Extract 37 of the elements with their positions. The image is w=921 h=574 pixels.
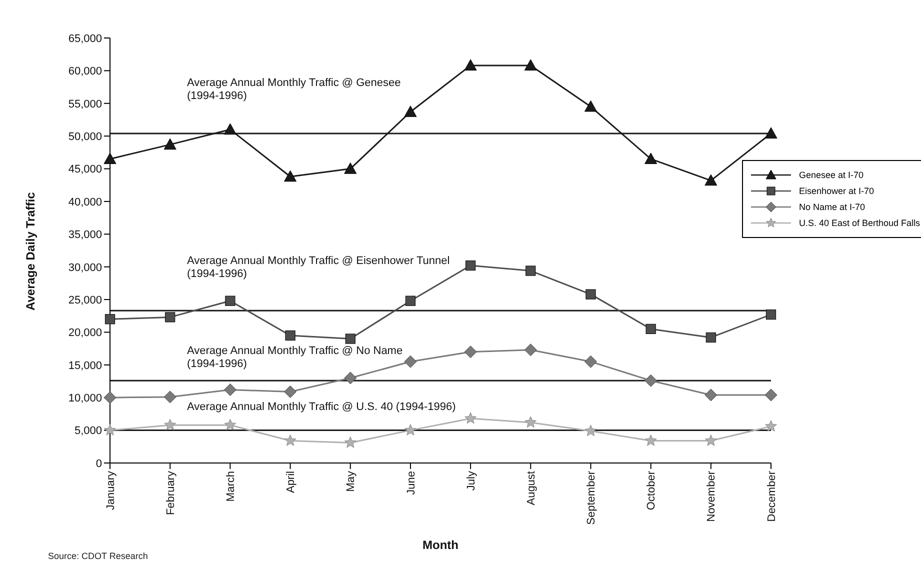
x-tick-label: November <box>706 470 718 522</box>
y-tick-label: 30,000 <box>68 262 102 274</box>
y-tick-label: 25,000 <box>68 294 102 306</box>
y-tick-label: 40,000 <box>68 196 102 208</box>
annotation: Average Annual Monthly Traffic @ Genesee (1994-1996) <box>187 77 401 104</box>
x-tick-label: March <box>224 471 237 502</box>
y-tick-label: 55,000 <box>68 98 102 110</box>
legend-label: Eisenhower at I-70 <box>799 186 874 196</box>
x-tick-label: May <box>345 470 358 492</box>
y-tick-label: 65,000 <box>68 32 102 45</box>
x-tick-label: December <box>766 470 778 522</box>
annotation: Average Annual Monthly Traffic @ Eisenhower Tunnel (1994-1996) <box>187 254 450 281</box>
y-tick-label: 5,000 <box>74 425 102 438</box>
x-tick-label: July <box>465 470 478 491</box>
x-tick-label: June <box>405 471 418 495</box>
legend-label: No Name at I-70 <box>799 202 866 212</box>
y-tick-label: 15,000 <box>68 360 102 372</box>
source-note: Source: CDOT Research <box>48 551 148 561</box>
y-tick-label: 35,000 <box>68 229 102 242</box>
y-axis-title: Average Daily Traffic <box>23 192 38 310</box>
y-tick-label: 50,000 <box>68 130 102 143</box>
x-tick-label: October <box>646 470 658 510</box>
y-tick-label: 0 <box>96 458 102 470</box>
x-tick-label: January <box>104 470 117 510</box>
legend-label: U.S. 40 East of Berthoud Falls <box>799 218 920 228</box>
x-tick-label: February <box>164 470 177 516</box>
x-axis-title: Month <box>422 538 458 552</box>
y-tick-label: 10,000 <box>68 392 102 405</box>
y-tick-label: 20,000 <box>68 327 102 340</box>
y-tick-label: 45,000 <box>68 164 102 176</box>
legend-label: Genesee at I-70 <box>799 170 864 180</box>
x-tick-label: September <box>586 470 598 525</box>
annotation: Average Annual Monthly Traffic @ No Name (1994-1996) <box>187 344 403 371</box>
annotation: Average Annual Monthly Traffic @ U.S. 40 (1994-1996) <box>187 401 456 414</box>
y-tick-label: 60,000 <box>68 66 102 78</box>
x-tick-label: April <box>285 471 298 494</box>
x-tick-label: August <box>525 471 538 506</box>
